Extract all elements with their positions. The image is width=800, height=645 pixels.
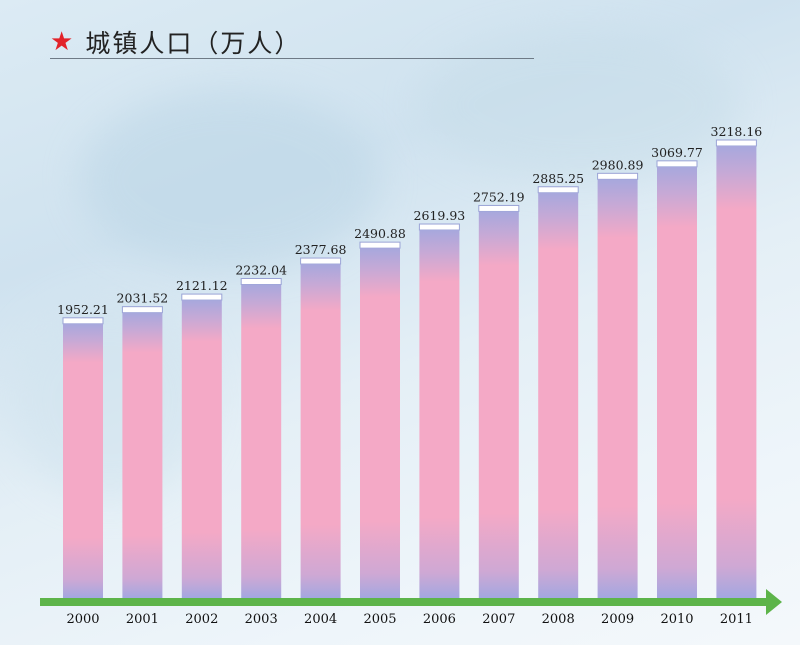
bar-body <box>241 284 282 598</box>
x-axis-tick-labels: 2000 2001 2002 2003 2004 2005 2006 2007 2008 2009… <box>66 612 752 627</box>
bar-value-label: 2031.52 <box>117 291 169 306</box>
bar-body <box>538 192 579 598</box>
background-shape <box>10 300 210 500</box>
x-tick-label: 2011 <box>720 612 753 627</box>
x-tick-label: 2001 <box>126 612 159 627</box>
x-axis <box>40 589 782 615</box>
bar-value-label: 2619.93 <box>414 208 466 223</box>
x-tick-label: 2007 <box>482 612 515 627</box>
bar-value-label: 2490.88 <box>354 226 406 241</box>
bar-2008: 2885.25 <box>532 171 584 598</box>
bar-2005: 2490.88 <box>354 226 406 598</box>
x-tick-label: 2003 <box>245 612 278 627</box>
bar-body <box>478 211 519 599</box>
x-tick-label: 2008 <box>542 612 575 627</box>
bar-value-label: 2121.12 <box>176 278 228 293</box>
x-tick-label: 2004 <box>304 612 337 627</box>
bar-value-label: 2377.68 <box>295 242 347 257</box>
x-tick-label: 2002 <box>185 612 218 627</box>
bar-cap <box>537 186 579 194</box>
bar-2007: 2752.19 <box>473 189 525 599</box>
bar-cap <box>300 257 342 265</box>
bar-body <box>657 166 697 599</box>
x-tick-label: 2006 <box>423 612 456 627</box>
bar-2009: 2980.89 <box>592 157 644 599</box>
bar-body <box>360 248 400 598</box>
bar-body <box>122 312 163 598</box>
x-tick-label: 2005 <box>363 612 396 627</box>
bar-2002: 2121.12 <box>176 278 228 598</box>
bar-cap <box>121 306 163 314</box>
bars-group: 1952.21 2031.52 2121.12 2232.04 2377.68 2490.… <box>57 124 763 599</box>
bar-body <box>63 323 103 598</box>
bar-body <box>181 300 222 598</box>
chart-title: ★ 城镇人口（万人） <box>50 22 301 62</box>
x-axis-arrow-icon <box>766 589 782 615</box>
bar-body <box>300 264 341 598</box>
bar-2001: 2031.52 <box>117 291 169 598</box>
bar-value-label: 2752.19 <box>473 189 525 204</box>
bar-cap <box>478 204 520 212</box>
bar-cap <box>62 317 104 325</box>
bar-value-label: 2885.25 <box>532 171 584 186</box>
bar-2006: 2619.93 <box>414 208 466 598</box>
bar-body <box>419 230 460 598</box>
background-shape <box>80 90 380 270</box>
bar-body <box>597 179 638 599</box>
bar-2000: 1952.21 <box>57 302 109 598</box>
x-tick-label: 2009 <box>601 612 634 627</box>
bar-value-label: 3069.77 <box>651 145 703 160</box>
x-axis-bar <box>40 598 768 606</box>
bar-cap <box>181 293 223 301</box>
bar-2010: 3069.77 <box>651 145 703 599</box>
bar-cap <box>597 172 639 180</box>
title-underline <box>50 58 534 59</box>
bar-cap <box>240 278 282 286</box>
bar-body <box>716 146 757 598</box>
x-tick-label: 2000 <box>66 612 99 627</box>
bar-2003: 2232.04 <box>235 263 287 598</box>
bar-cap <box>715 139 757 147</box>
bar-2004: 2377.68 <box>295 242 347 598</box>
background-shape <box>420 30 740 180</box>
bar-cap <box>418 223 460 231</box>
chart-title-text: 城镇人口（万人） <box>85 29 302 58</box>
star-icon: ★ <box>50 27 74 57</box>
bar-cap <box>656 160 698 168</box>
x-tick-label: 2010 <box>660 612 693 627</box>
bar-2011: 3218.16 <box>711 124 763 598</box>
bar-value-label: 1952.21 <box>57 302 109 317</box>
bar-value-label: 2232.04 <box>235 263 287 278</box>
bar-cap <box>359 241 401 249</box>
bar-value-label: 2980.89 <box>592 157 644 172</box>
bar-value-label: 3218.16 <box>711 124 763 139</box>
